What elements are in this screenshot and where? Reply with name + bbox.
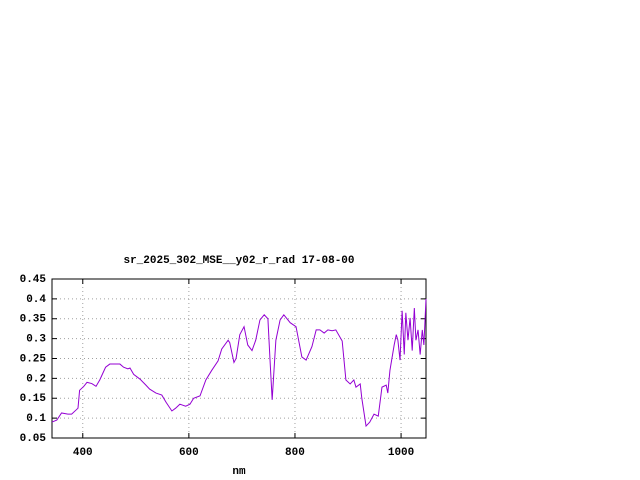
- chart-title: sr_2025_302_MSE__y02_r_rad 17-08-00: [123, 255, 354, 267]
- y-tick-label: 0.15: [20, 393, 47, 405]
- y-tick-label: 0.25: [20, 353, 47, 365]
- x-axis-label: nm: [232, 466, 246, 478]
- x-tick-label: 800: [285, 447, 305, 459]
- x-tick-label: 1000: [388, 447, 414, 459]
- x-tick-label: 400: [73, 447, 93, 459]
- y-tick-label: 0.05: [20, 433, 47, 445]
- y-tick-label: 0.3: [26, 334, 46, 346]
- y-tick-label: 0.35: [20, 314, 47, 326]
- y-tick-label: 0.4: [26, 294, 46, 306]
- plot-border: [51, 278, 427, 439]
- y-tick-label: 0.2: [26, 373, 46, 385]
- y-tick-label: 0.1: [26, 413, 46, 425]
- x-tick-label: 600: [179, 447, 199, 459]
- data-line: [51, 298, 427, 428]
- y-tick-label: 0.45: [20, 274, 47, 286]
